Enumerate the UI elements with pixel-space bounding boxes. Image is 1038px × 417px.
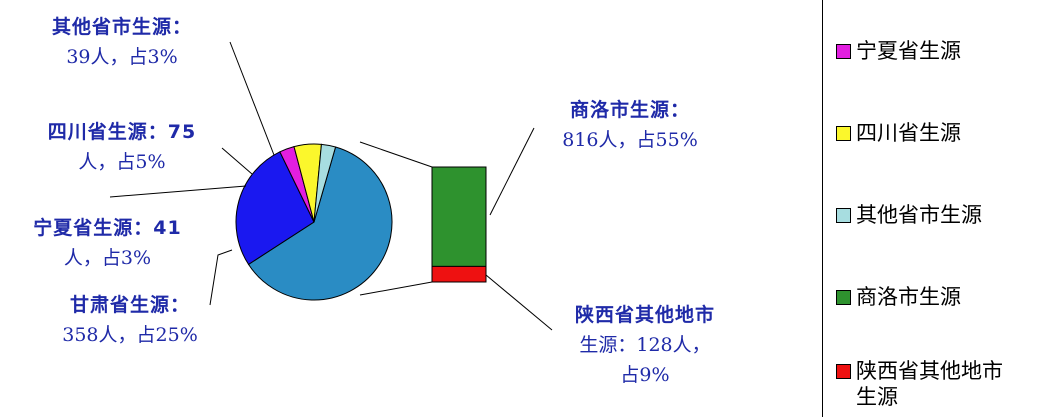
- label-qita-line2: 39人，占3%: [66, 46, 178, 68]
- connector-line-bottom: [359, 281, 433, 296]
- label-shangluo-line1: 商洛市生源：: [569, 99, 690, 121]
- legend-swatch-shangluo: [836, 290, 851, 305]
- label-shaanxi-line1: 陕西省其他地市: [574, 304, 715, 326]
- leader-line-gansu: [209, 249, 233, 306]
- leader-line-ningxia: [109, 185, 247, 198]
- label-shaanxi-line2: 生源：128人，: [579, 334, 711, 356]
- leader-line-sichuan: [221, 147, 253, 175]
- label-qita-line1: 其他省市生源：: [51, 16, 192, 38]
- leader-lines: [109, 41, 553, 331]
- pie-chart: [235, 143, 393, 301]
- pie-slice-gansu: [235, 151, 315, 266]
- label-gansu: 甘肃省生源： 358人，占25%: [30, 290, 230, 350]
- breakdown-bar: [431, 166, 487, 283]
- label-ningxia: 宁夏省生源：41 人，占3%: [0, 213, 215, 273]
- label-shaanxi-line3: 占9%: [620, 364, 670, 386]
- legend-label-sichuan: 四川省生源: [856, 121, 961, 145]
- legend-item-qita: 其他省市生源: [836, 202, 1031, 228]
- bar-segment-shangluo: [431, 166, 487, 267]
- label-shaanxi: 陕西省其他地市 生源：128人， 占9%: [530, 300, 760, 390]
- legend-label-shaanxi: 陕西省其他地市生源: [856, 359, 1003, 409]
- label-sichuan-line1: 四川省生源：75: [47, 121, 197, 143]
- label-shangluo: 商洛市生源： 816人，占55%: [530, 95, 730, 155]
- legend-label-shangluo: 商洛市生源: [856, 285, 961, 309]
- leader-line-qita: [229, 41, 275, 156]
- legend-item-shaanxi: 陕西省其他地市生源: [836, 358, 1016, 410]
- leader-line-shangluo: [489, 127, 535, 216]
- bar-segment-shaanxi-other: [431, 265, 487, 283]
- legend-label-ningxia: 宁夏省生源: [856, 39, 961, 63]
- legend-item-shangluo: 商洛市生源: [836, 284, 1031, 310]
- legend-label-qita: 其他省市生源: [856, 203, 982, 227]
- label-gansu-line1: 甘肃省生源：: [69, 294, 190, 316]
- legend-swatch-shaanxi: [836, 364, 851, 379]
- label-qita: 其他省市生源： 39人，占3%: [22, 12, 222, 72]
- label-ningxia-line2: 人，占3%: [63, 247, 152, 269]
- legend-swatch-sichuan: [836, 126, 851, 141]
- legend: 宁夏省生源 四川省生源 其他省市生源 商洛市生源 陕西省其他地市生源: [836, 0, 1036, 417]
- legend-swatch-ningxia: [836, 44, 851, 59]
- leader-line-shaanxi: [485, 274, 553, 331]
- label-sichuan: 四川省生源：75 人，占5%: [12, 117, 232, 177]
- label-gansu-line2: 358人，占25%: [62, 324, 198, 346]
- pie-slice-qita: [313, 143, 337, 223]
- label-shangluo-line2: 816人，占55%: [562, 129, 698, 151]
- legend-swatch-qita: [836, 208, 851, 223]
- label-sichuan-line2: 人，占5%: [78, 151, 166, 173]
- pie-slice-shangluo: [247, 146, 393, 301]
- connector-line-top: [359, 141, 433, 168]
- legend-item-ningxia: 宁夏省生源: [836, 38, 1031, 64]
- legend-divider: [822, 0, 823, 417]
- label-ningxia-line1: 宁夏省生源：41: [33, 217, 182, 239]
- legend-item-sichuan: 四川省生源: [836, 120, 1031, 146]
